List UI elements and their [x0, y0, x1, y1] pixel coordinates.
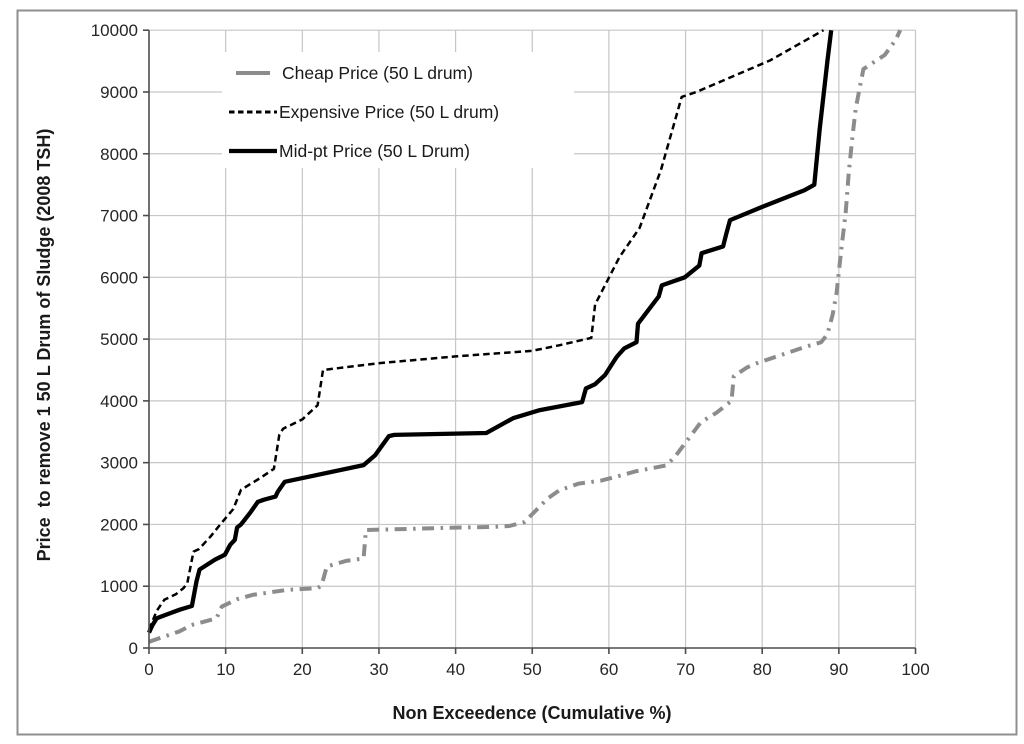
x-tick-label: 90: [829, 660, 848, 679]
tick-labels: 0 10 20 30 40 50 60 70 80 90 100010002000300040005…: [91, 21, 930, 679]
y-tick-label: 1000: [100, 577, 138, 596]
x-tick-label: 60: [599, 660, 618, 679]
legend-label-expensive: Expensive Price (50 L drum): [279, 102, 499, 122]
legend-item-cheap: Cheap Price (50 L drum): [236, 63, 473, 83]
legend: Cheap Price (50 L drum) Expensive Price …: [222, 52, 574, 168]
legend-item-midpt: Mid-pt Price (50 L Drum): [229, 141, 470, 161]
x-tick-label: 100: [901, 660, 929, 679]
series-line-1: [147, 29, 825, 630]
y-tick-label: 7000: [100, 207, 138, 226]
x-tick-label: 20: [293, 660, 312, 679]
x-tick-label: 0: [144, 660, 153, 679]
y-tick-label: 9000: [100, 83, 138, 102]
legend-item-expensive: Expensive Price (50 L drum): [229, 102, 499, 122]
legend-label-midpt: Mid-pt Price (50 L Drum): [279, 141, 470, 161]
x-tick-label: 10: [216, 660, 235, 679]
legend-label-cheap: Cheap Price (50 L drum): [282, 63, 473, 83]
x-tick-label: 80: [753, 660, 772, 679]
x-tick-label: 30: [369, 660, 388, 679]
series-line-0: [148, 29, 903, 644]
axes: [143, 29, 917, 654]
x-tick-label: 40: [446, 660, 465, 679]
y-tick-label: 8000: [100, 145, 138, 164]
y-tick-label: 5000: [100, 330, 138, 349]
legend-background: [222, 52, 574, 168]
y-tick-label: 0: [129, 639, 138, 658]
series-line-2: [147, 29, 834, 634]
x-tick-label: 70: [676, 660, 695, 679]
y-tick-label: 3000: [100, 454, 138, 473]
y-tick-label: 2000: [100, 515, 138, 534]
y-tick-label: 10000: [91, 21, 138, 40]
y-tick-label: 6000: [100, 268, 138, 287]
y-axis-title: Price to remove 1 50 L Drum of Sludge (2…: [34, 129, 54, 562]
x-tick-label: 50: [523, 660, 542, 679]
y-tick-label: 4000: [100, 392, 138, 411]
x-axis-title: Non Exceedence (Cumulative %): [392, 703, 671, 723]
series-layer: [147, 29, 903, 644]
